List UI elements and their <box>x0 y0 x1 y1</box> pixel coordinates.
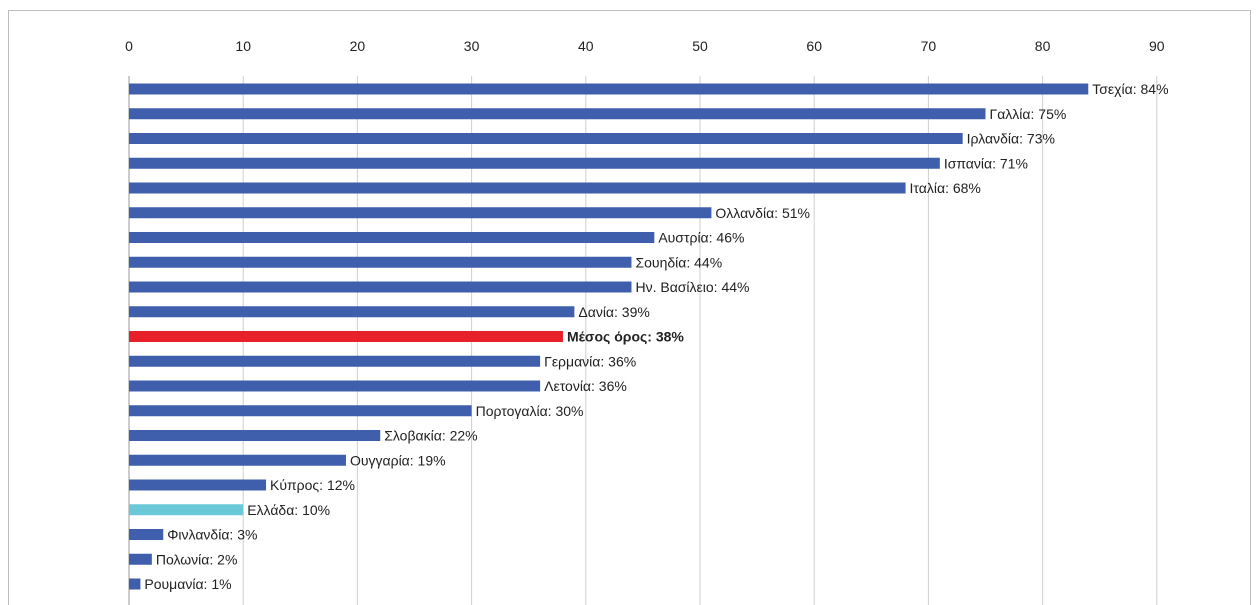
bar-label-16: Κύπρος: 12% <box>270 477 355 493</box>
bar-labels: Τσεχία: 84% Γαλλία: 75% Ιρλανδία: 73% Ισπαν… <box>144 81 1168 592</box>
bar-6 <box>129 232 655 243</box>
bar-label-4: Ιταλία: 68% <box>910 180 981 196</box>
bar-0 <box>129 83 1089 95</box>
bar-label-18: Φινλανδία: 3% <box>167 527 257 543</box>
x-tick-label-10: 10 <box>235 38 251 54</box>
bar-9 <box>129 306 575 318</box>
bar-label-3: Ισπανία: 71% <box>944 155 1028 171</box>
bar-label-11: Γερμανία: 36% <box>544 353 636 369</box>
bar-3 <box>129 157 940 169</box>
bars <box>129 83 1089 590</box>
bar-14 <box>129 430 381 441</box>
bar-label-5: Ολλανδία: 51% <box>715 205 810 221</box>
bar-label-14: Σλοβακία: 22% <box>384 428 477 444</box>
bar-label-13: Πορτογαλία: 30% <box>476 403 584 419</box>
bar-11 <box>129 355 541 367</box>
bar-18 <box>129 529 164 540</box>
x-tick-label-50: 50 <box>692 38 708 54</box>
bar-7 <box>129 256 632 268</box>
bar-16 <box>129 479 267 491</box>
bar-label-19: Πολωνία: 2% <box>156 551 238 567</box>
bar-4 <box>129 182 906 194</box>
bar-12 <box>129 380 541 392</box>
bar-20 <box>129 578 141 590</box>
bar-15 <box>129 454 346 466</box>
x-tick-label-90: 90 <box>1149 38 1165 54</box>
bar-label-7: Σουηδία: 44% <box>635 254 722 270</box>
x-tick-label-20: 20 <box>350 38 366 54</box>
bar-label-20: Ρουμανία: 1% <box>144 576 231 592</box>
bar-label-8: Ην. Βασίλειο: 44% <box>635 279 749 295</box>
bar-label-9: Δανία: 39% <box>578 304 649 320</box>
x-tick-label-70: 70 <box>921 38 937 54</box>
bar-label-1: Γαλλία: 75% <box>990 106 1067 122</box>
bar-1 <box>129 108 986 120</box>
x-tick-label-80: 80 <box>1035 38 1051 54</box>
x-tick-label-0: 0 <box>125 38 133 54</box>
bar-13 <box>129 405 472 417</box>
bar-17 <box>129 504 244 516</box>
bar-label-6: Αυστρία: 46% <box>658 230 744 246</box>
bar-label-0: Τσεχία: 84% <box>1092 81 1168 97</box>
x-tick-label-40: 40 <box>578 38 594 54</box>
bar-10 <box>129 331 563 342</box>
x-tick-label-60: 60 <box>806 38 822 54</box>
bar-8 <box>129 281 632 293</box>
bar-label-15: Ουγγαρία: 19% <box>350 452 446 468</box>
bar-19 <box>129 553 152 565</box>
bar-label-12: Λετονία: 36% <box>544 378 627 394</box>
x-axis-ticks: 0 10 20 30 40 50 60 70 80 90 <box>125 38 1165 54</box>
bar-label-2: Ιρλανδία: 73% <box>967 131 1055 147</box>
bar-label-10: Μέσος όρος: 38% <box>567 329 684 345</box>
bar-label-17: Ελλάδα: 10% <box>247 502 330 518</box>
x-tick-label-30: 30 <box>464 38 480 54</box>
bar-2 <box>129 133 963 144</box>
bar-5 <box>129 207 712 219</box>
